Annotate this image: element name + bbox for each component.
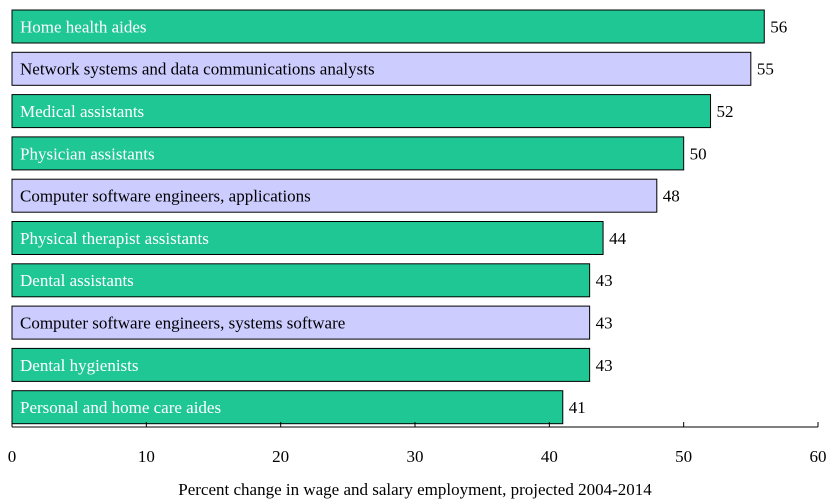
bar-label: Network systems and data communications … xyxy=(20,60,375,79)
bar-label: Physical therapist assistants xyxy=(20,229,209,248)
bar-label: Home health aides xyxy=(20,17,147,36)
bar xyxy=(11,221,604,255)
bar xyxy=(11,263,591,298)
bar xyxy=(11,51,752,86)
value-label: 48 xyxy=(663,187,680,206)
x-tick-label: 30 xyxy=(407,447,424,466)
value-label: 44 xyxy=(609,229,627,248)
x-tick-label: 10 xyxy=(138,447,155,466)
bar-label: Medical assistants xyxy=(20,102,144,121)
value-label: 50 xyxy=(690,144,707,163)
bar-label: Computer software engineers, systems sof… xyxy=(20,314,345,333)
bar-label: Personal and home care aides xyxy=(20,398,221,417)
x-axis-label: Percent change in wage and salary employ… xyxy=(178,480,652,499)
value-label: 52 xyxy=(717,102,734,121)
bar xyxy=(11,94,712,129)
value-label: 56 xyxy=(770,17,787,36)
bar-label: Dental assistants xyxy=(20,271,134,290)
bar-label: Computer software engineers, application… xyxy=(20,187,311,206)
x-tick-label: 40 xyxy=(541,447,558,466)
x-tick-label: 60 xyxy=(810,447,827,466)
bar xyxy=(11,136,685,171)
x-tick-label: 20 xyxy=(272,447,289,466)
bar xyxy=(11,178,658,213)
bar xyxy=(11,347,591,382)
bar xyxy=(11,390,564,425)
value-label: 43 xyxy=(596,314,613,333)
x-tick-label: 50 xyxy=(675,447,692,466)
bar-label: Dental hygienists xyxy=(20,356,139,375)
value-label: 55 xyxy=(757,60,774,79)
value-label: 41 xyxy=(569,398,586,417)
bar xyxy=(11,305,591,340)
value-label: 43 xyxy=(596,356,613,375)
bar-label: Physician assistants xyxy=(20,144,155,163)
x-tick-label: 0 xyxy=(8,447,17,466)
value-label: 43 xyxy=(596,271,613,290)
bar xyxy=(11,9,765,44)
